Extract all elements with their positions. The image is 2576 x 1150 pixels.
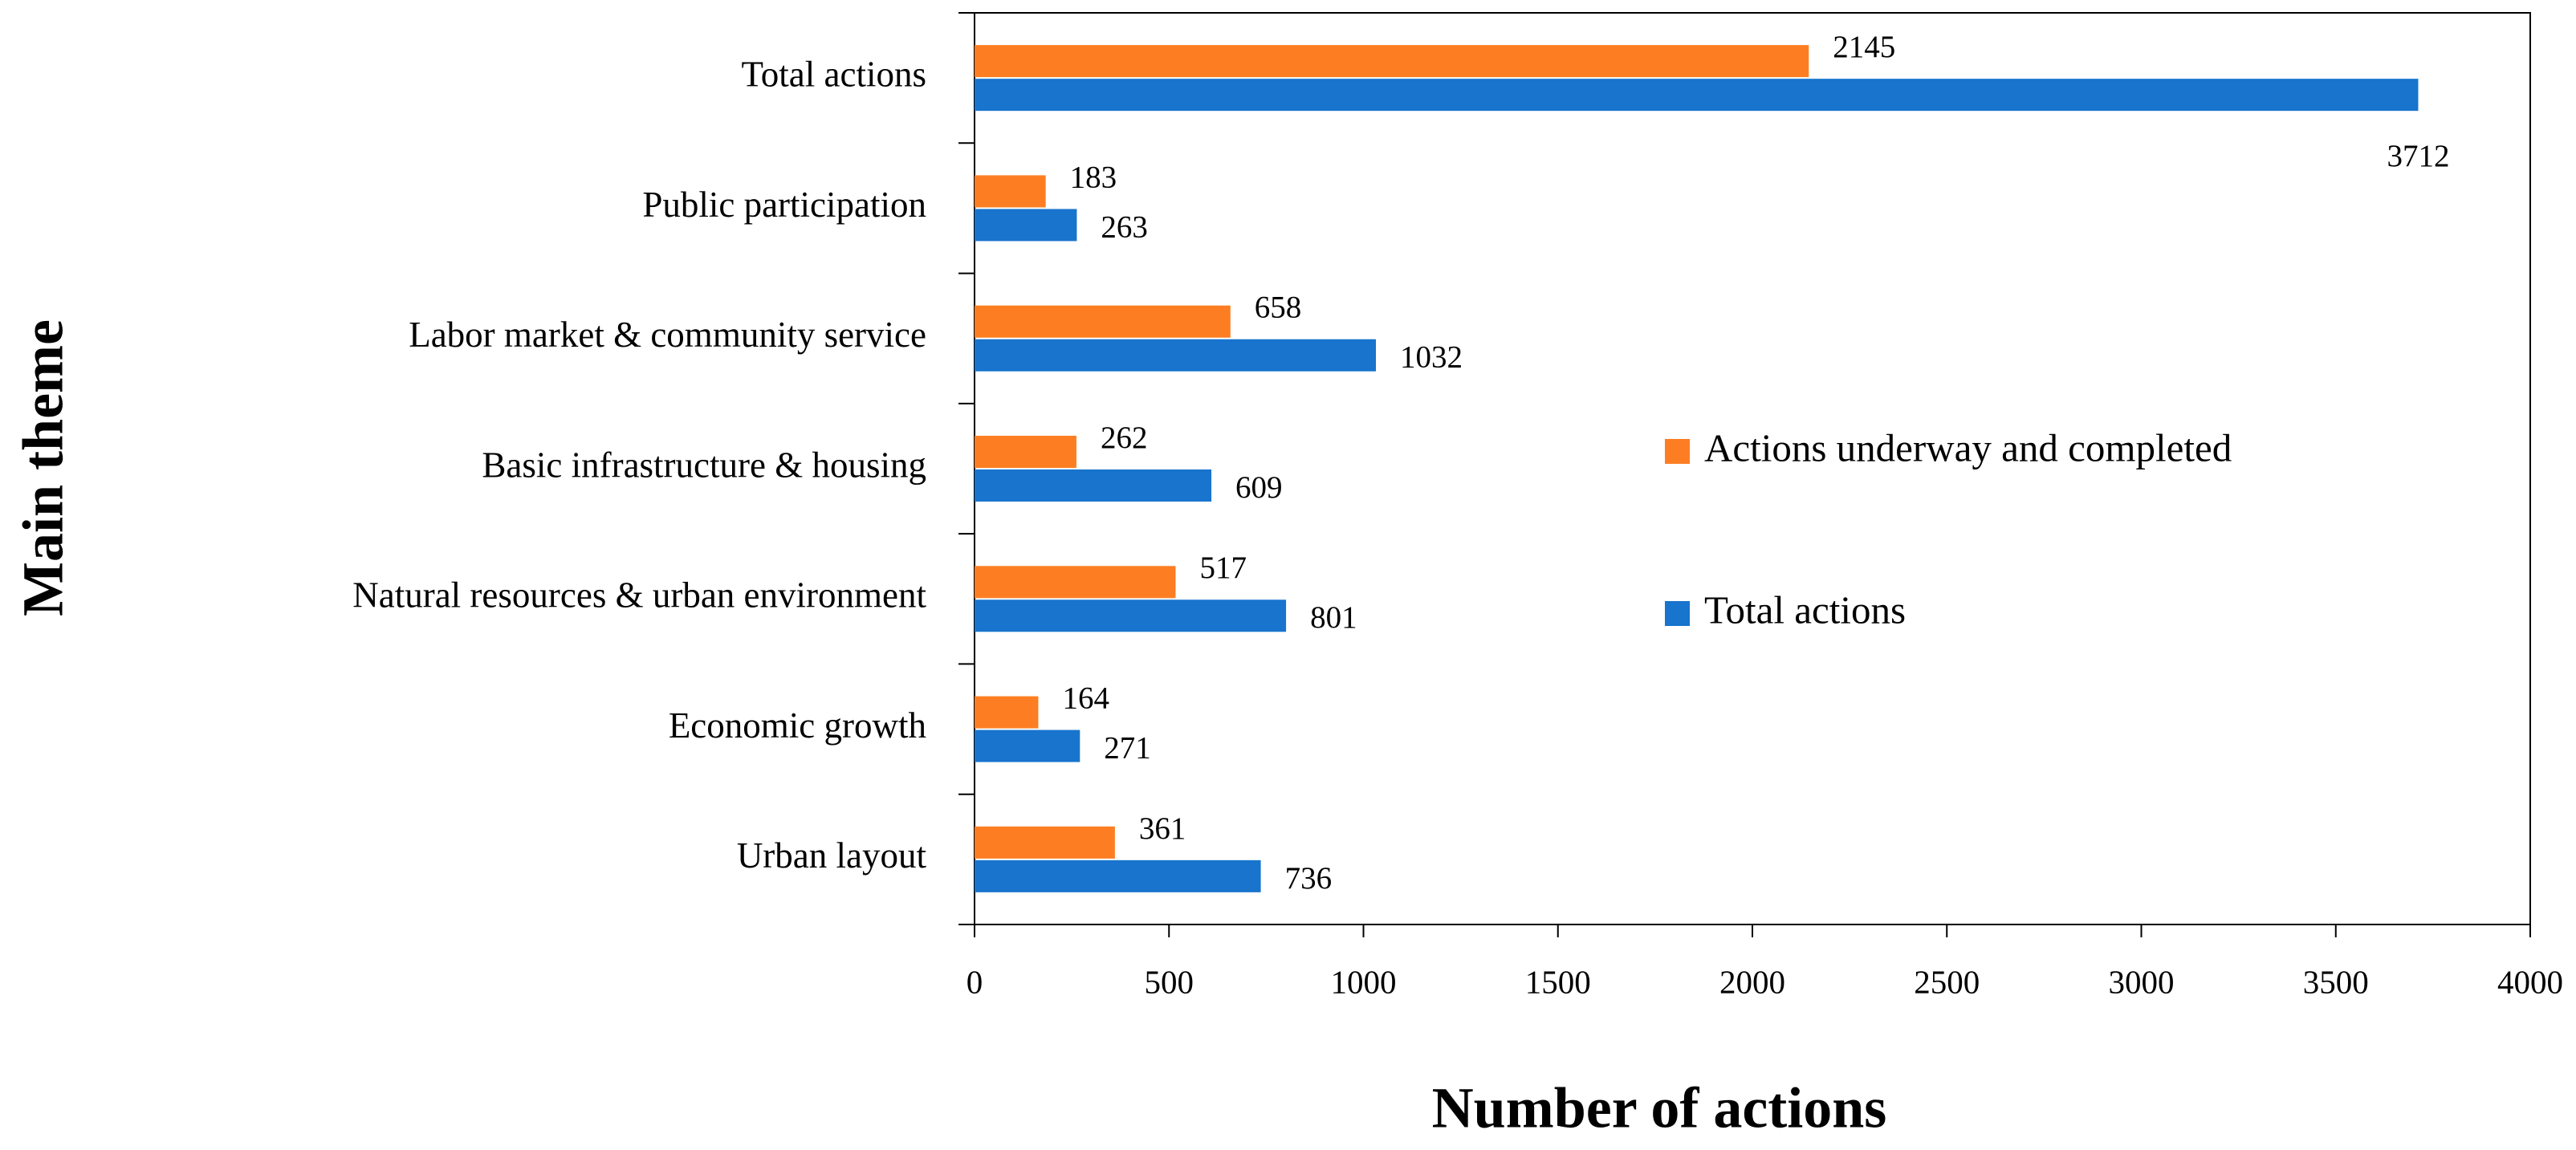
y-tick-label: Public participation bbox=[642, 185, 926, 225]
legend-label: Actions underway and completed bbox=[1704, 425, 2232, 469]
legend-swatch bbox=[1665, 439, 1690, 464]
bar bbox=[975, 696, 1039, 729]
y-tick-label: Basic infrastructure & housing bbox=[482, 445, 926, 485]
x-tick-label: 1000 bbox=[1331, 963, 1397, 1000]
data-label: 262 bbox=[1101, 421, 1148, 455]
y-tick-label: Urban layout bbox=[737, 835, 927, 876]
bar bbox=[975, 339, 1377, 372]
x-tick-label: 1500 bbox=[1525, 963, 1591, 1000]
data-label: 736 bbox=[1285, 861, 1333, 896]
data-label: 271 bbox=[1104, 731, 1151, 766]
legend-swatch bbox=[1665, 601, 1690, 626]
x-tick-label: 4000 bbox=[2497, 963, 2563, 1000]
x-tick-label: 3500 bbox=[2303, 963, 2369, 1000]
bar bbox=[975, 826, 1115, 859]
data-label: 801 bbox=[1310, 600, 1357, 635]
bar bbox=[975, 469, 1212, 502]
data-label: 3712 bbox=[2387, 139, 2449, 173]
bar bbox=[975, 436, 1076, 468]
x-tick-label: 0 bbox=[967, 963, 983, 1000]
x-axis-title: Number of actions bbox=[1432, 1076, 1887, 1140]
data-label: 517 bbox=[1199, 551, 1247, 585]
bar bbox=[975, 599, 1287, 632]
bar bbox=[975, 566, 1176, 599]
data-label: 658 bbox=[1255, 291, 1302, 325]
data-label: 164 bbox=[1062, 681, 1109, 716]
y-tick-label: Labor market & community service bbox=[409, 315, 926, 355]
bar bbox=[975, 175, 1046, 208]
data-label: 2145 bbox=[1833, 30, 1895, 64]
bar bbox=[975, 45, 1809, 78]
y-tick-label: Total actions bbox=[741, 54, 926, 94]
bar bbox=[975, 79, 2419, 112]
data-label: 263 bbox=[1101, 209, 1148, 244]
data-label: 361 bbox=[1139, 811, 1186, 846]
bar bbox=[975, 859, 1261, 892]
legend-label: Total actions bbox=[1704, 587, 1906, 632]
x-tick-label: 2500 bbox=[1914, 963, 1980, 1000]
x-tick-label: 2000 bbox=[1719, 963, 1785, 1000]
x-tick-label: 3000 bbox=[2109, 963, 2175, 1000]
y-tick-label: Economic growth bbox=[669, 705, 926, 746]
y-axis-title: Main theme bbox=[11, 319, 75, 616]
data-label: 609 bbox=[1235, 470, 1283, 505]
y-tick-label: Natural resources & urban environment bbox=[352, 575, 926, 616]
data-label: 1032 bbox=[1400, 340, 1463, 375]
bar bbox=[975, 729, 1080, 762]
bar bbox=[975, 209, 1077, 242]
data-label: 183 bbox=[1070, 160, 1117, 194]
bar bbox=[975, 305, 1231, 338]
x-tick-label: 500 bbox=[1145, 963, 1194, 1000]
